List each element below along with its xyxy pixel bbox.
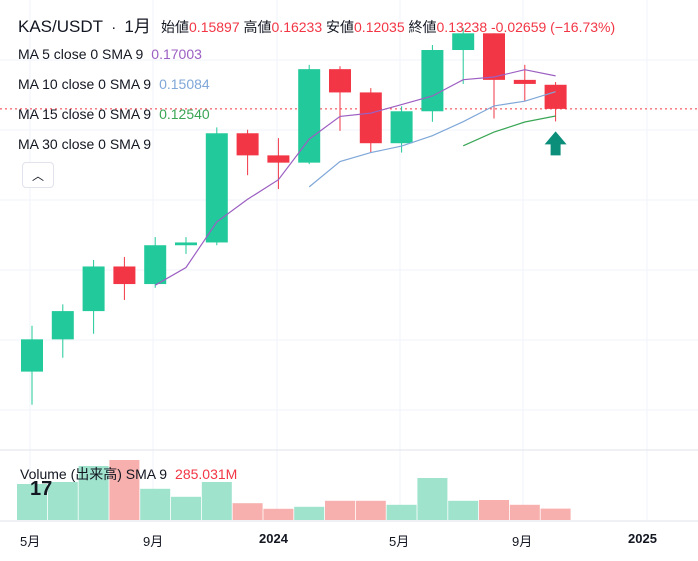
low-label: 安値 [326,19,355,35]
volume-bar [417,478,448,520]
x-axis-label: 5月 [389,534,410,549]
candle-body [329,69,351,93]
x-axis-label: 2025 [628,531,657,546]
ma-legend-15[interactable]: MA 15 close 0 SMA 9 0.12540 [18,106,210,122]
ma-legend-10[interactable]: MA 10 close 0 SMA 9 0.15084 [18,76,210,92]
volume-legend-label: Volume (出来高) SMA 9 [20,466,168,482]
ma-legend-value: 0.17003 [151,46,202,62]
candle-body [452,33,475,51]
candle-body [359,92,382,144]
x-axis-label: 5月 [20,534,41,549]
ma-legend-label: MA 5 close 0 SMA 9 [18,46,144,62]
candle-body [513,79,536,84]
candle-body [421,50,444,112]
tradingview-logo-icon: 17 [30,478,53,500]
volume-bar [171,496,201,520]
candle-body [51,311,74,340]
ma15-line [462,115,556,147]
volume-bar [479,500,509,520]
ma-legend-value: 0.15084 [159,76,210,92]
volume-bar [140,488,171,520]
volume-bar [294,506,325,520]
candle-body [144,245,167,285]
ma-legend-5[interactable]: MA 5 close 0 SMA 9 0.17003 [18,46,202,62]
volume-bar [509,504,540,520]
chart-header: KAS/USDT · 1月 始値0.15897 高値0.16233 安値0.12… [18,12,615,37]
volume-bar [232,503,263,520]
candle-body [175,242,197,246]
status-dot: · [111,19,117,36]
open-label: 始値 [161,19,190,35]
collapse-legend-button[interactable]: ︿ [22,162,54,188]
volume-bar [325,500,355,520]
high-label: 高値 [243,19,272,35]
volume-bar [263,508,294,520]
x-axis-label: 9月 [143,534,164,549]
arrow-up-icon [544,131,567,156]
symbol-name[interactable]: KAS/USDT [18,17,104,36]
ohlc-values: 始値0.15897 高値0.16233 安値0.12035 終値0.13238 … [161,19,615,35]
interval-label[interactable]: 1月 [124,17,151,36]
ma-legend-label: MA 10 close 0 SMA 9 [18,76,152,92]
ma-legend-30[interactable]: MA 30 close 0 SMA 9 [18,136,159,152]
chevron-up-icon: ︿ [31,168,44,183]
candle-body [113,266,136,285]
volume-bar [540,508,571,520]
volume-bar [386,504,417,520]
ma-legend-label: MA 15 close 0 SMA 9 [18,106,152,122]
close-value: 0.13238 [436,19,488,35]
candle-body [21,339,43,372]
x-axis-label: 9月 [512,534,533,549]
candle-body [483,33,505,80]
volume-bar [78,466,109,520]
volume-bar [17,484,47,520]
open-value: 0.15897 [189,19,240,35]
close-label: 終値 [408,19,437,35]
x-axis-label: 2024 [259,531,288,546]
volume-legend-value: 285.031M [175,466,238,482]
volume-bar [448,500,479,520]
ma-legend-label: MA 30 close 0 SMA 9 [18,136,152,152]
candle-body [390,111,413,144]
ma10-line [308,91,556,188]
volume-legend[interactable]: Volume (出来高) SMA 9 285.031M [20,464,237,484]
low-value: 0.12035 [354,19,405,35]
candle-body [298,69,321,163]
ma-legend-value: 0.12540 [159,106,210,122]
candle-body [82,266,105,312]
candle-body [267,155,290,163]
volume-bar [109,460,140,520]
change-value: -0.02659 (−16.73%) [491,19,616,35]
high-value: 0.16233 [271,19,323,35]
volume-bar [47,482,78,520]
ma5-line [154,69,556,286]
candle-body [205,133,228,243]
volume-bar [355,500,386,520]
volume-bar [201,482,232,520]
candle-body [544,84,567,109]
candle-body [236,133,259,156]
